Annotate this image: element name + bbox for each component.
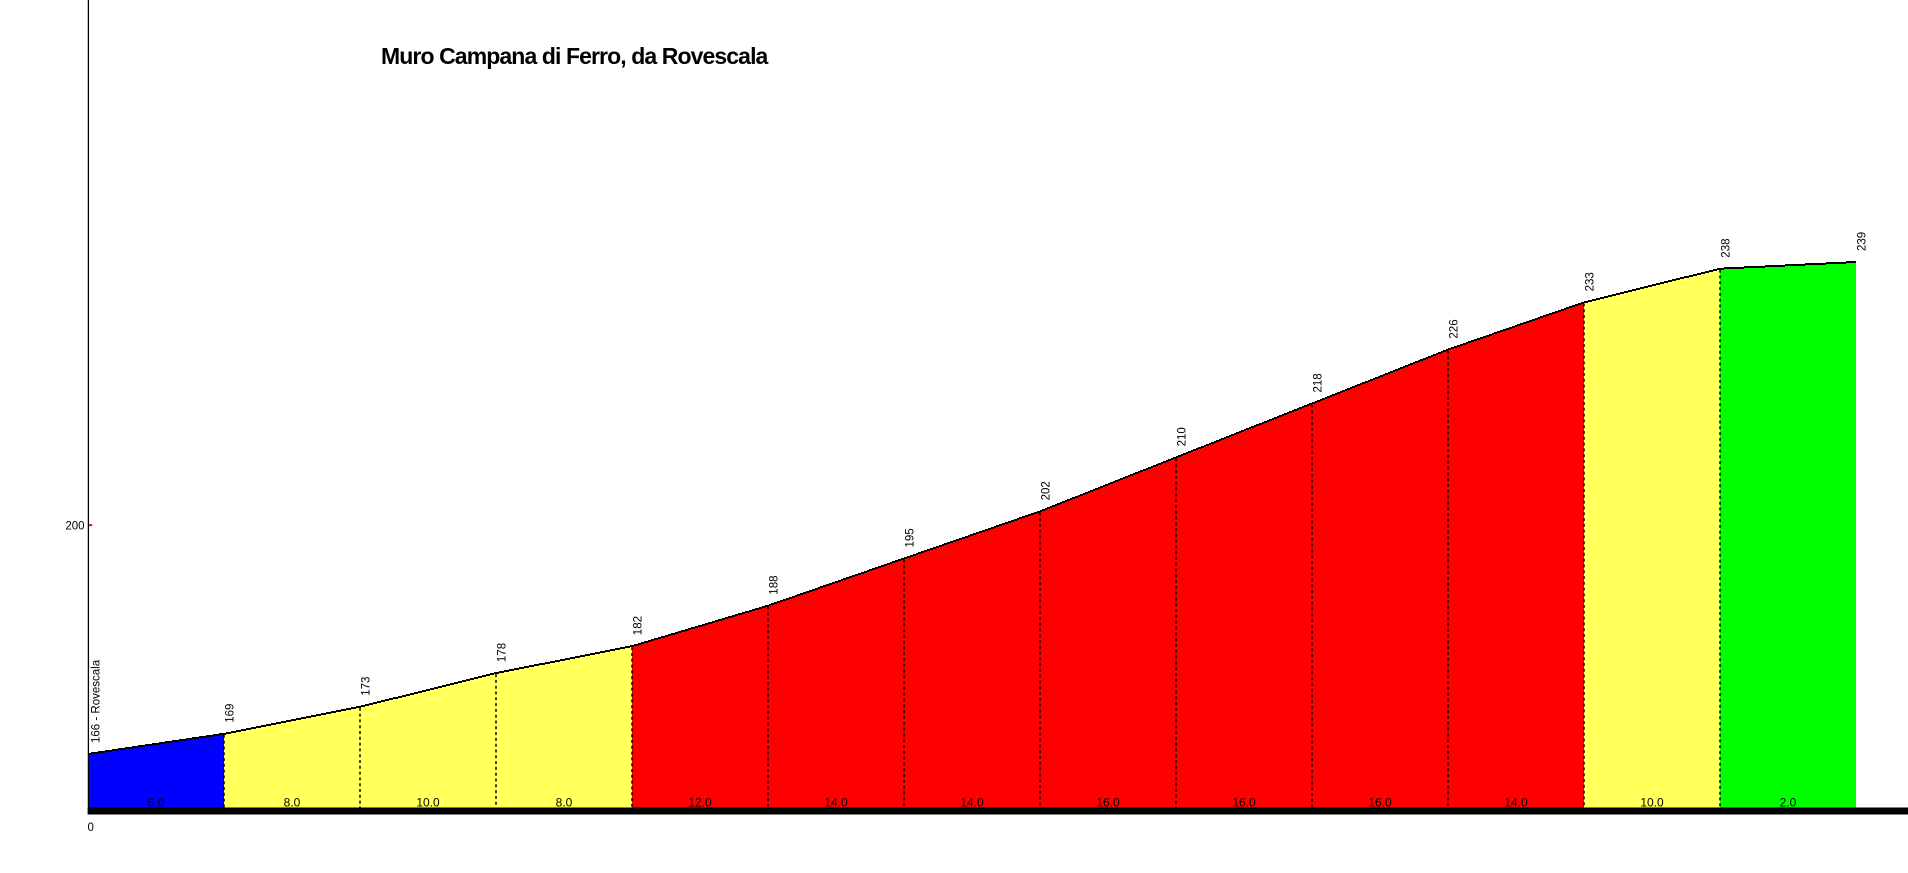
svg-text:195: 195 — [905, 528, 917, 547]
svg-text:14.0: 14.0 — [1504, 796, 1528, 810]
svg-text:238: 238 — [1721, 239, 1733, 258]
svg-text:14.0: 14.0 — [960, 796, 984, 810]
svg-text:10.0: 10.0 — [416, 796, 440, 810]
svg-text:188: 188 — [769, 576, 781, 595]
svg-text:226: 226 — [1449, 319, 1461, 338]
svg-text:16.0: 16.0 — [1096, 796, 1120, 810]
svg-text:239: 239 — [1857, 232, 1869, 251]
svg-text:2.0: 2.0 — [1780, 796, 1797, 810]
svg-text:6.0: 6.0 — [148, 796, 165, 810]
svg-text:166 - Rovescala: 166 - Rovescala — [91, 659, 103, 743]
svg-text:178: 178 — [497, 643, 509, 662]
svg-text:Muro Campana di Ferro, da Rove: Muro Campana di Ferro, da Rovescala — [381, 43, 769, 69]
svg-text:8.0: 8.0 — [556, 796, 573, 810]
svg-text:14.0: 14.0 — [824, 796, 848, 810]
svg-text:182: 182 — [633, 616, 645, 635]
svg-text:16.0: 16.0 — [1368, 796, 1392, 810]
svg-text:202: 202 — [1041, 481, 1053, 500]
svg-text:210: 210 — [1177, 427, 1189, 446]
svg-text:10.0: 10.0 — [1640, 796, 1664, 810]
svg-text:16.0: 16.0 — [1232, 796, 1256, 810]
svg-text:0: 0 — [88, 822, 94, 834]
svg-text:8.0: 8.0 — [284, 796, 301, 810]
svg-text:233: 233 — [1585, 272, 1597, 291]
svg-text:169: 169 — [225, 704, 237, 723]
svg-text:173: 173 — [361, 677, 373, 696]
svg-text:218: 218 — [1313, 373, 1325, 392]
svg-text:200: 200 — [65, 520, 84, 532]
svg-text:12.0: 12.0 — [688, 796, 712, 810]
